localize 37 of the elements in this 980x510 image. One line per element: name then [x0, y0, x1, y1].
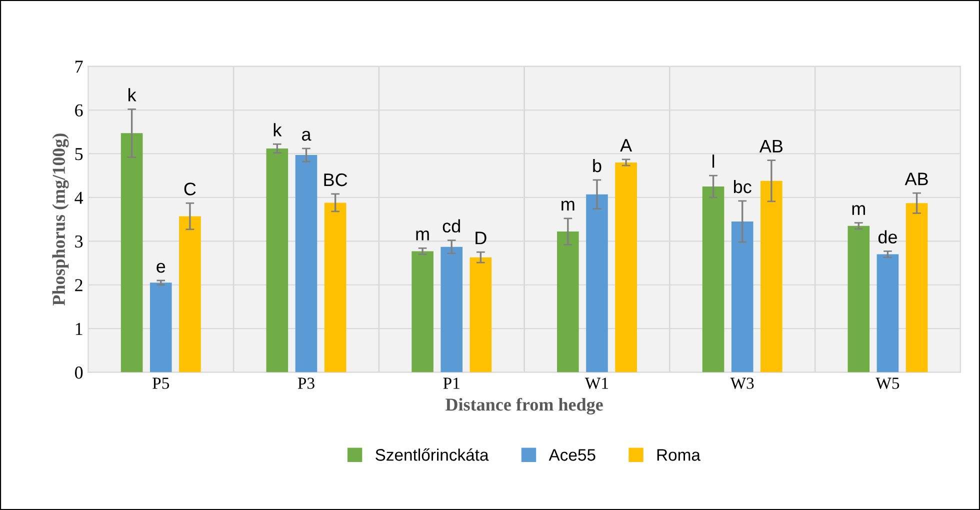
legend-label: Roma — [657, 449, 700, 461]
data-label: m — [416, 230, 429, 240]
data-label: de — [878, 230, 897, 244]
data-label: D — [476, 232, 486, 244]
x-tick-label: P3 — [298, 378, 314, 389]
data-label: A — [620, 139, 632, 152]
data-label: m — [852, 205, 865, 215]
data-label: BC — [324, 173, 348, 186]
y-axis-title: Phosphorus (mg/100g) — [52, 134, 69, 306]
data-label: C — [184, 182, 196, 196]
y-tick-label: 3 — [75, 235, 83, 248]
y-tick-label: 0 — [75, 366, 83, 379]
data-label: a — [302, 130, 312, 141]
data-label: cd — [442, 219, 460, 233]
data-label: bc — [734, 180, 752, 194]
legend-label: Szentlőrinckáta — [376, 448, 489, 461]
x-tick-label: P1 — [443, 378, 460, 389]
y-tick-label: 2 — [75, 279, 82, 292]
x-tick-label: P5 — [152, 378, 170, 389]
y-tick-label: 1 — [76, 322, 82, 335]
y-tick-label: 4 — [74, 192, 84, 204]
data-label: AB — [904, 172, 928, 186]
legend-label: Ace55 — [548, 449, 596, 461]
data-label: k — [274, 123, 282, 136]
x-axis-title: Distance from hedge — [446, 398, 603, 415]
y-tick-label: 7 — [76, 60, 83, 73]
data-label: b — [593, 158, 602, 172]
data-label: l — [712, 154, 714, 168]
y-tick-label: 6 — [75, 104, 83, 116]
x-tick-label: W1 — [584, 378, 608, 389]
y-tick-label: 5 — [75, 148, 83, 160]
x-tick-label: W3 — [730, 378, 754, 389]
data-label: m — [562, 200, 574, 211]
data-label: AB — [759, 140, 783, 152]
data-label: e — [156, 262, 166, 273]
x-tick-label: W5 — [876, 378, 900, 389]
data-label: k — [128, 88, 136, 102]
